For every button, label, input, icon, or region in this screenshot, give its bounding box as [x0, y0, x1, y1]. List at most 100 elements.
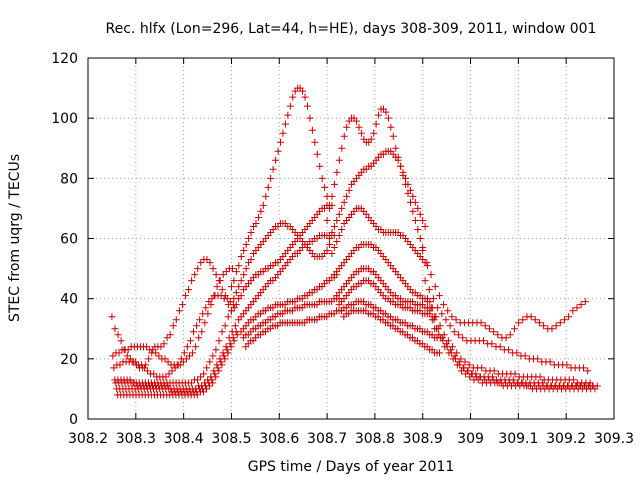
data-point: [217, 292, 225, 300]
data-point: [535, 319, 543, 327]
data-point: [384, 114, 392, 122]
data-point: [209, 265, 217, 273]
data-point: [424, 262, 432, 270]
data-point: [494, 331, 502, 339]
data-point: [180, 349, 188, 357]
data-point: [209, 379, 217, 387]
data-point: [335, 156, 343, 164]
data-point: [313, 150, 321, 158]
data-point: [552, 322, 560, 330]
data-point: [264, 183, 272, 191]
x-tick-label: 308.5: [211, 431, 251, 447]
data-point: [223, 346, 231, 354]
data-point: [593, 382, 601, 390]
data-point: [411, 216, 419, 224]
data-point: [195, 334, 203, 342]
data-point: [426, 307, 434, 315]
data-point: [490, 328, 498, 336]
x-tick-label: 308.6: [259, 431, 299, 447]
data-point: [140, 364, 148, 372]
data-point: [240, 247, 248, 255]
data-point: [540, 322, 548, 330]
data-point: [318, 174, 326, 182]
data-point: [536, 373, 544, 381]
data-point: [228, 265, 236, 273]
y-tick-label: 40: [60, 292, 78, 308]
data-point: [233, 331, 241, 339]
axis-ticks: [87, 57, 615, 420]
data-point: [534, 355, 542, 363]
data-point: [224, 349, 232, 357]
data-point: [531, 316, 539, 324]
data-point: [257, 207, 265, 215]
data-point: [375, 111, 383, 119]
data-point: [490, 367, 498, 375]
data-point: [397, 162, 405, 170]
data-point: [442, 316, 450, 324]
data-point: [311, 138, 319, 146]
data-point: [259, 201, 267, 209]
data-point: [252, 219, 260, 227]
data-point: [438, 310, 446, 318]
data-point: [353, 117, 361, 125]
data-point: [444, 307, 452, 315]
data-point: [414, 204, 422, 212]
data-point: [325, 235, 333, 242]
data-point: [198, 328, 206, 336]
data-point: [333, 216, 341, 224]
data-point: [404, 180, 412, 188]
data-point: [157, 343, 165, 351]
data-point: [460, 364, 468, 372]
data-point: [188, 277, 196, 285]
data-point: [303, 102, 311, 110]
data-point: [235, 262, 243, 270]
data-point: [421, 277, 429, 285]
data-point: [197, 259, 205, 267]
x-tick-label: 308.9: [403, 431, 443, 447]
data-point: [338, 144, 346, 152]
data-point: [333, 168, 341, 176]
data-point: [468, 370, 476, 378]
data-point: [581, 298, 589, 306]
data-point: [166, 331, 174, 339]
data-point: [232, 301, 240, 309]
data-point: [221, 355, 229, 363]
data-point: [538, 379, 546, 387]
data-point: [108, 313, 116, 321]
data-point: [504, 346, 512, 354]
data-point: [230, 277, 238, 285]
data-point: [431, 325, 439, 333]
data-point: [357, 129, 365, 137]
data-point: [227, 307, 235, 315]
data-point: [406, 186, 414, 194]
data-point: [126, 355, 134, 363]
data-point: [187, 379, 195, 387]
data-point: [419, 247, 427, 255]
data-point: [448, 313, 456, 321]
data-point: [216, 277, 224, 285]
data-point: [335, 210, 343, 218]
data-point: [446, 322, 454, 330]
data-point: [506, 331, 514, 339]
y-tick-label: 60: [60, 232, 78, 248]
data-point: [274, 147, 282, 155]
data-point: [496, 343, 504, 351]
data-point: [321, 183, 329, 191]
data-point: [432, 313, 440, 321]
data-point: [563, 361, 571, 369]
data-point: [206, 259, 214, 267]
data-point: [323, 247, 331, 255]
data-point: [382, 108, 390, 116]
data-point: [194, 265, 202, 273]
data-point: [231, 322, 239, 330]
data-point: [435, 331, 443, 339]
data-point: [213, 283, 221, 291]
data-point: [428, 316, 436, 324]
tick-labels: 308.2 308.3 308.4 308.5 308.6 308.7 308.8 308.9…: [51, 51, 634, 447]
data-point: [340, 132, 348, 140]
data-point: [109, 352, 117, 360]
data-point: [367, 135, 375, 143]
data-point: [237, 253, 245, 261]
data-point: [137, 361, 145, 369]
